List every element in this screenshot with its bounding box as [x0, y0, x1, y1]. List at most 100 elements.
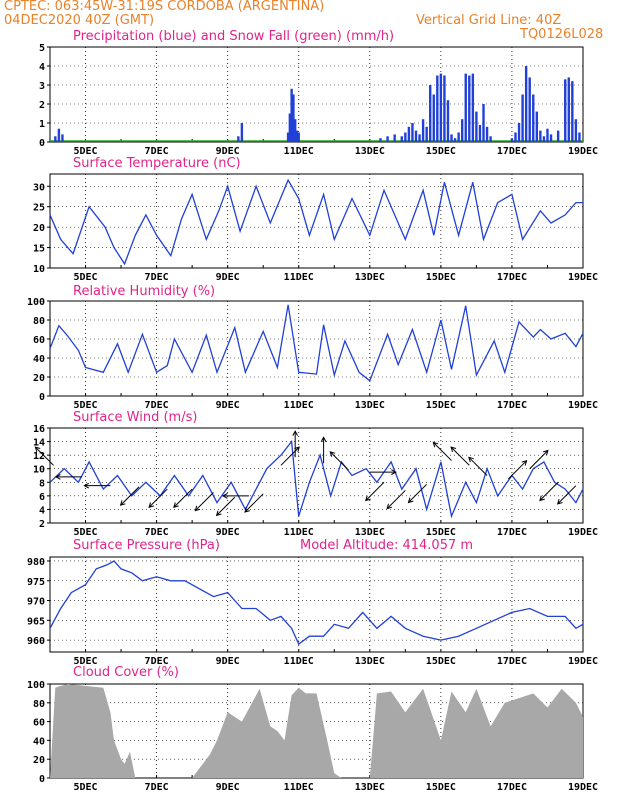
humidity-xtick-label: 15DEC: [426, 400, 456, 411]
precip-bar: [567, 77, 570, 142]
precip-bar: [571, 81, 574, 142]
wind-vector-head: [407, 497, 414, 504]
cloud-ytick-label: 100: [27, 680, 45, 691]
pressure-ytick-label: 970: [27, 597, 45, 608]
precip-bar: [443, 75, 446, 142]
wind-vector: [148, 488, 168, 508]
precip-bar: [61, 134, 64, 142]
humidity-ytick-label: 100: [27, 297, 45, 308]
humidity-xtick-label: 19DEC: [568, 400, 598, 411]
precip-xtick-label: 15DEC: [426, 146, 456, 157]
humidity-ytick-label: 40: [33, 354, 45, 365]
temp-ytick-label: 15: [33, 244, 45, 255]
humidity-ytick-label: 0: [39, 392, 45, 403]
humidity-xtick-label: 5DEC: [73, 400, 97, 411]
wind-vector: [386, 490, 406, 509]
wind-vector: [557, 485, 577, 505]
wind-vector: [450, 446, 470, 466]
wind-vector: [329, 451, 349, 471]
precip-bar: [521, 94, 524, 142]
precip-bar: [386, 136, 389, 142]
precip-xtick-label: 17DEC: [497, 146, 527, 157]
precip-bar: [292, 94, 295, 142]
precip-bar: [421, 119, 425, 142]
humidity-ytick-label: 60: [33, 335, 45, 346]
precip-bar: [468, 75, 471, 142]
wind-vector-head: [194, 505, 201, 512]
precip-bar: [574, 119, 578, 142]
humidity-title: Relative Humidity (%): [73, 284, 216, 299]
wind-vector: [280, 446, 300, 466]
precip-bar: [528, 77, 531, 142]
pressure-xtick-label: 11DEC: [284, 656, 314, 667]
wind-vector-head: [320, 436, 327, 442]
precip-bar: [290, 88, 293, 142]
wind-xtick-label: 19DEC: [568, 527, 598, 538]
precip-xtick-label: 11DEC: [284, 146, 314, 157]
precip-bar: [293, 119, 297, 142]
header-datetime: 04DEC2020 40Z (GMT): [4, 13, 155, 28]
temp-series-line: [49, 178, 583, 266]
wind-ytick-label: 16: [33, 424, 45, 435]
precip-bar: [482, 104, 485, 142]
pressure-xtick-label: 9DEC: [216, 656, 240, 667]
wind-xtick-label: 7DEC: [145, 527, 169, 538]
cloud-xtick-label: 9DEC: [216, 782, 240, 793]
precip-bar: [514, 132, 517, 142]
humidity-frame: [49, 300, 584, 397]
precip-xtick-label: 7DEC: [145, 146, 169, 157]
wind-vector-head: [119, 500, 126, 506]
precip-ytick-label: 2: [39, 100, 45, 111]
precip-bar: [457, 132, 460, 142]
precip-bar: [425, 126, 428, 142]
humidity-xtick-label: 7DEC: [145, 400, 169, 411]
precip-bar: [532, 94, 535, 142]
pressure-frame: [49, 556, 584, 653]
precip-bar: [564, 79, 567, 142]
cloud-cover-area: [50, 684, 583, 778]
pressure-title: Surface Pressure (hPa): [73, 538, 220, 553]
precip-ytick-label: 0: [39, 138, 45, 149]
wind-vector-head: [221, 493, 228, 499]
precip-bar: [485, 126, 489, 142]
precip-bar: [407, 126, 411, 142]
wind-vector: [408, 483, 428, 503]
precip-bar: [379, 138, 382, 142]
temp-xtick-label: 19DEC: [568, 272, 598, 283]
humidity-xtick-label: 17DEC: [497, 400, 527, 411]
wind-vector-head: [329, 451, 336, 457]
precip-xtick-label: 9DEC: [216, 146, 240, 157]
temp-ytick-label: 20: [33, 223, 45, 234]
humidity-ytick-label: 80: [33, 316, 45, 327]
precip-bar: [556, 130, 560, 142]
header-gridline-note: Vertical Grid Line: 40Z: [416, 13, 562, 28]
wind-vector-head: [542, 449, 549, 456]
temp-xtick-label: 5DEC: [73, 272, 97, 283]
precip-bar: [57, 128, 61, 142]
precip-xtick-label: 19DEC: [568, 146, 598, 157]
wind-vector-head: [215, 510, 222, 517]
cloud-xtick-label: 17DEC: [497, 782, 527, 793]
precip-bar: [478, 124, 482, 142]
wind-vector: [173, 488, 193, 508]
temp-ytick-label: 30: [33, 182, 45, 193]
wind-vector: [244, 493, 264, 513]
wind-ytick-label: 4: [39, 505, 45, 516]
humidity-xtick-label: 13DEC: [355, 400, 385, 411]
precip-bar: [414, 130, 418, 142]
precip-ytick-label: 5: [39, 43, 45, 54]
precip-bar: [393, 134, 396, 142]
wind-vector-head: [386, 503, 393, 510]
cloud-ytick-label: 0: [39, 774, 45, 785]
wind-vector-head: [391, 469, 397, 475]
precip-ytick-label: 1: [39, 119, 45, 130]
wind-ytick-label: 10: [33, 465, 45, 476]
wind-vector: [216, 496, 236, 516]
wind-vector: [468, 456, 488, 476]
wind-vector-head: [450, 446, 457, 453]
wind-vector: [529, 450, 549, 470]
wind-vector: [34, 446, 54, 466]
precip-bar: [418, 134, 421, 142]
humidity-xtick-label: 11DEC: [284, 400, 314, 411]
